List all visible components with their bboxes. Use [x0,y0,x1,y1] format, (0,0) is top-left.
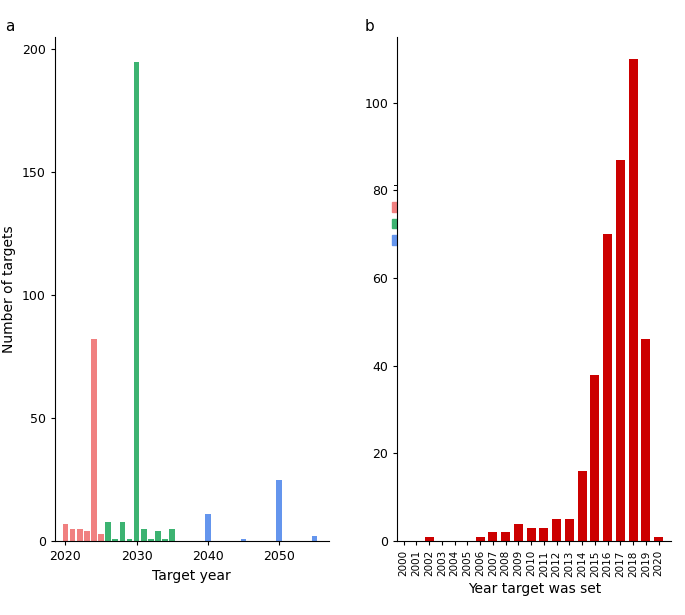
Bar [127,539,132,541]
Bar [155,531,161,541]
Bar [565,519,574,541]
Legend: 2020–2025, 2026–2030, 2030–: 2020–2025, 2026–2030, 2030– [392,184,474,245]
Bar [105,522,111,541]
Bar [475,537,484,541]
Bar [616,160,625,541]
Bar [62,524,68,541]
Bar [169,529,175,541]
Bar [514,523,523,541]
Bar [527,528,536,541]
Text: b: b [364,19,374,34]
Bar [141,529,147,541]
Bar [312,536,317,541]
X-axis label: Year target was set: Year target was set [468,582,601,596]
Bar [91,339,97,541]
Bar [148,539,153,541]
Bar [577,471,586,541]
Bar [641,339,650,541]
Bar [539,528,548,541]
Bar [162,539,168,541]
Text: a: a [5,19,15,34]
Bar [134,62,140,541]
Bar [552,519,561,541]
Bar [654,537,663,541]
Bar [77,529,83,541]
Bar [70,529,75,541]
Y-axis label: Number of targets: Number of targets [2,225,16,353]
Bar [205,514,211,541]
Bar [112,539,118,541]
Bar [590,375,599,541]
Bar [629,59,638,541]
X-axis label: Target year: Target year [153,569,231,583]
Bar [603,234,612,541]
Bar [488,533,497,541]
Bar [240,539,246,541]
Bar [501,533,510,541]
Bar [84,531,90,541]
Bar [276,480,282,541]
Bar [425,537,434,541]
Bar [120,522,125,541]
Bar [98,534,104,541]
